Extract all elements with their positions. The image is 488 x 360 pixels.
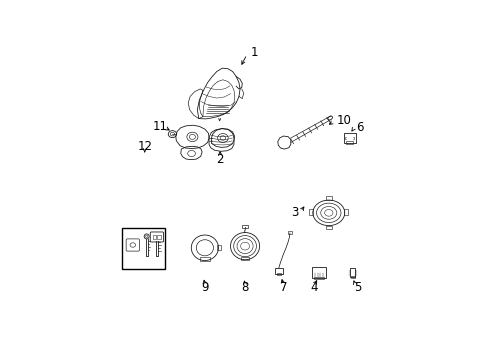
Text: 5: 5 <box>353 281 360 294</box>
Text: 10: 10 <box>336 114 351 127</box>
Bar <box>241 257 248 260</box>
Text: 12: 12 <box>137 140 152 153</box>
Bar <box>157 235 161 239</box>
Text: 3: 3 <box>290 206 298 219</box>
Text: 2: 2 <box>216 153 224 166</box>
Text: 4: 4 <box>310 281 318 294</box>
Bar <box>242 225 247 228</box>
Text: 7: 7 <box>279 281 286 294</box>
Bar <box>325 226 331 229</box>
Bar <box>325 196 331 199</box>
Bar <box>346 141 352 144</box>
Text: 8: 8 <box>241 281 248 294</box>
Bar <box>276 273 281 275</box>
Bar <box>217 245 221 250</box>
Bar <box>344 209 347 215</box>
Bar <box>288 231 292 234</box>
Text: 6: 6 <box>355 121 363 134</box>
Bar <box>200 257 209 261</box>
Text: 11: 11 <box>153 120 168 134</box>
Bar <box>122 228 164 269</box>
Bar <box>349 268 355 276</box>
Bar <box>153 235 156 239</box>
Text: 9: 9 <box>201 281 208 294</box>
Bar <box>313 276 323 279</box>
Text: 1: 1 <box>250 46 258 59</box>
Bar <box>274 268 282 274</box>
Bar <box>308 209 312 215</box>
Bar <box>350 276 354 278</box>
